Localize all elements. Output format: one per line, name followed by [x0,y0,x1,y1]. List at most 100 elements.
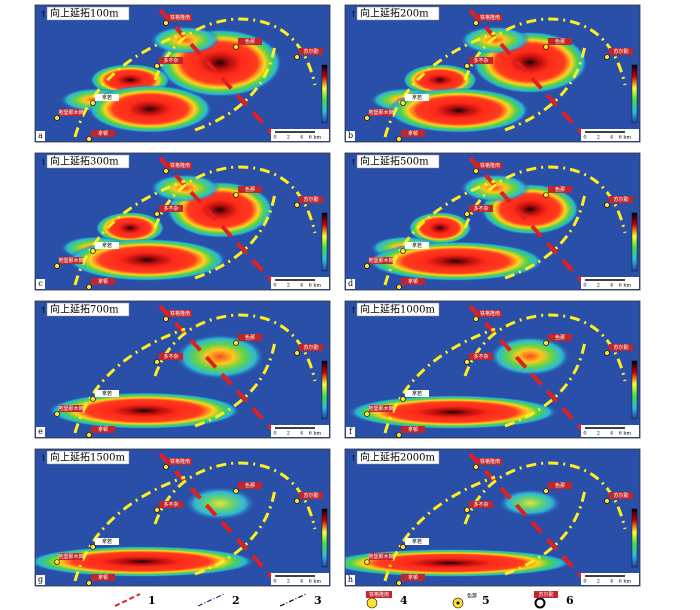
label-box [478,310,502,317]
frame [34,300,331,439]
deposit-marker [163,168,169,174]
deposit-marker [473,20,479,26]
deposit-marker [396,432,402,438]
anomaly [460,174,530,202]
scale-label: 2 [597,579,600,585]
deposit-marker [464,359,470,365]
color-bar [321,64,328,124]
letter-box [36,427,45,437]
boundary [383,179,496,286]
boundary [194,340,277,428]
place-label: 色那 [245,482,255,489]
deposit-marker [54,559,60,565]
scale-label: 4 [300,283,303,289]
place-label: 色那 [555,482,565,489]
label-box [95,94,119,101]
deposit-marker [364,263,370,269]
label-box [369,257,393,264]
deposit-marker [473,316,479,322]
label-box [609,492,633,499]
boundary [194,488,277,576]
label-box [401,278,425,285]
anomaly [368,241,544,281]
place-label: 拿顿 [98,278,108,285]
letter-box [36,131,45,141]
anomaly [88,85,212,133]
place-label: 铁格隆南 [170,458,190,465]
color-bar [321,360,328,420]
label-box [238,482,262,489]
label-box [159,353,183,360]
title-box [356,6,440,21]
label-box [478,458,502,465]
label-box [95,390,119,397]
label-box [401,130,425,137]
scale-label: 4 [300,135,303,141]
boundary [383,475,496,582]
north-arrow: ↑ [40,158,47,167]
legend-sample [114,593,141,607]
label-box [238,186,262,193]
scale-label: 4 [300,579,303,585]
deposit-marker [464,211,470,217]
scale-label: 0 [583,431,586,437]
label-box [59,257,83,264]
place-label: 铁格隆南 [480,310,500,317]
scale-label: 0 [583,283,586,289]
place-label: 地堡那木岗 [58,109,83,116]
letter-box [346,279,355,289]
place-label: 色那 [245,186,255,193]
place-label: 铁格隆南 [480,458,500,465]
boundary [504,192,587,280]
panel-letter: b [348,131,353,140]
color-bar [321,508,328,568]
label-box [299,48,323,55]
label-box [159,205,183,212]
place-label: 地堡那木岗 [58,553,83,560]
panel-title: 向上延拓700m [50,303,119,316]
legend-number: 3 [314,594,322,607]
deposit-marker [294,350,300,356]
deposit-marker [364,115,370,121]
title-box [46,154,130,169]
panel-letter: a [38,131,43,140]
scale-label: 2 [287,431,290,437]
panel-title: 向上延拓500m [360,155,429,168]
place-label: 苏尔勤 [303,48,318,55]
boundary [504,488,587,576]
scale-label: 4 [610,579,613,585]
label-box [91,278,115,285]
anomaly [68,238,227,281]
letter-box [346,575,355,585]
place-label: 拿若 [412,538,422,545]
place-label: 苏尔勤 [613,344,628,351]
deposit-marker [543,192,549,198]
north-arrow: ↑ [350,306,357,315]
place-label: 铁格隆南 [170,162,190,169]
label-box [401,426,425,433]
label-box [469,501,493,508]
boundary [383,327,496,434]
place-label: 色那 [555,186,565,193]
fault [158,8,282,142]
place-label: 色那 [555,38,565,45]
deposit-marker [604,350,610,356]
deposit-marker [86,284,92,290]
deposit-marker [543,488,549,494]
title-box [46,450,130,465]
place-label: 拿顿 [408,278,418,285]
fault [468,8,592,142]
label-box [369,553,393,560]
legend-sample [279,593,307,607]
frame [34,152,331,291]
frame [344,300,641,439]
place-label: 拿若 [102,242,112,249]
